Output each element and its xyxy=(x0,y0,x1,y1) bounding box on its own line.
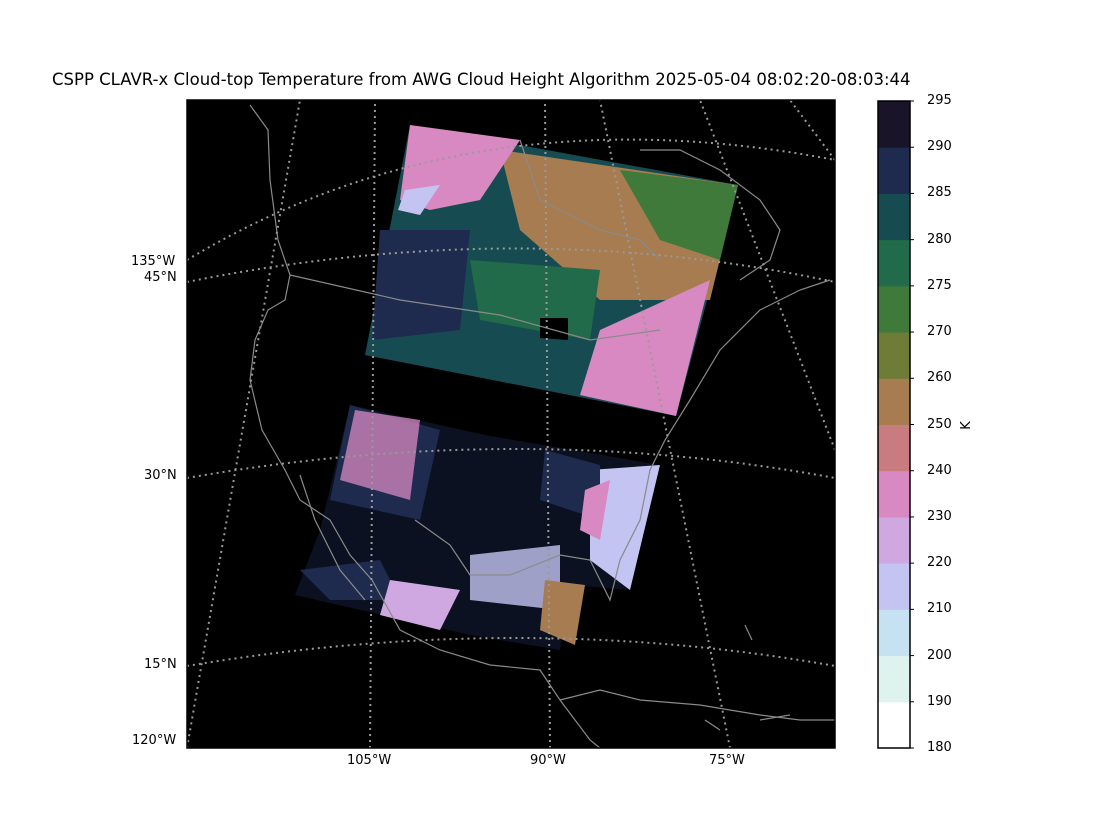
lat-label-15n: 15°N xyxy=(144,657,177,672)
colorbar-tick-label: 200 xyxy=(927,647,952,663)
colorbar-segment xyxy=(878,239,910,287)
colorbar-tick-label: 190 xyxy=(927,693,952,709)
colorbar-segment xyxy=(878,424,910,472)
satellite-granule-north xyxy=(365,125,738,416)
colorbar-segment xyxy=(878,285,910,333)
colorbar-unit-label: K xyxy=(958,421,974,430)
colorbar-tick-label: 280 xyxy=(927,231,952,247)
colorbar-tick-label: 290 xyxy=(927,139,952,155)
colorbar-segment xyxy=(878,516,910,564)
colorbar-tick-label: 285 xyxy=(927,185,952,201)
lon-label-135w: 135°W xyxy=(131,254,176,269)
colorbar-segment xyxy=(878,193,910,241)
colorbar-tick-label: 295 xyxy=(927,93,952,108)
colorbar-tick-label: 210 xyxy=(927,601,952,617)
colorbar-tick-label: 220 xyxy=(927,555,952,571)
colorbar-segment xyxy=(878,332,910,379)
satellite-granule-south xyxy=(295,405,660,650)
lon-label-105w: 105°W xyxy=(347,753,392,768)
graticule xyxy=(187,100,835,748)
colorbar-segment xyxy=(878,470,910,518)
colorbar-tick-label: 270 xyxy=(927,324,952,340)
lon-label-120w: 120°W xyxy=(132,733,177,748)
colorbar-tick-label: 275 xyxy=(927,277,952,293)
coastlines xyxy=(249,104,835,748)
colorbar-tick-label: 260 xyxy=(927,370,952,386)
colorbar-segment xyxy=(878,655,910,703)
colorbar-segment xyxy=(878,378,910,425)
colorbar-tick-label: 240 xyxy=(927,462,952,478)
lat-label-45n: 45°N xyxy=(144,270,177,285)
lat-label-30n: 30°N xyxy=(144,468,177,483)
colorbar-tick-label: 180 xyxy=(927,740,952,755)
chart-title: CSPP CLAVR-x Cloud-top Temperature from … xyxy=(52,70,911,89)
lon-label-90w: 90°W xyxy=(530,753,566,768)
colorbar-tick-label: 250 xyxy=(927,416,952,432)
lon-label-75w: 75°W xyxy=(709,753,745,768)
colorbar xyxy=(877,100,914,749)
colorbar-segment xyxy=(878,563,910,610)
colorbar-segment xyxy=(878,701,910,749)
colorbar-segment xyxy=(878,147,910,194)
colorbar-tick-label: 230 xyxy=(927,508,952,524)
map-frame xyxy=(186,99,836,749)
colorbar-segment xyxy=(878,609,910,657)
colorbar-segment xyxy=(878,101,910,148)
